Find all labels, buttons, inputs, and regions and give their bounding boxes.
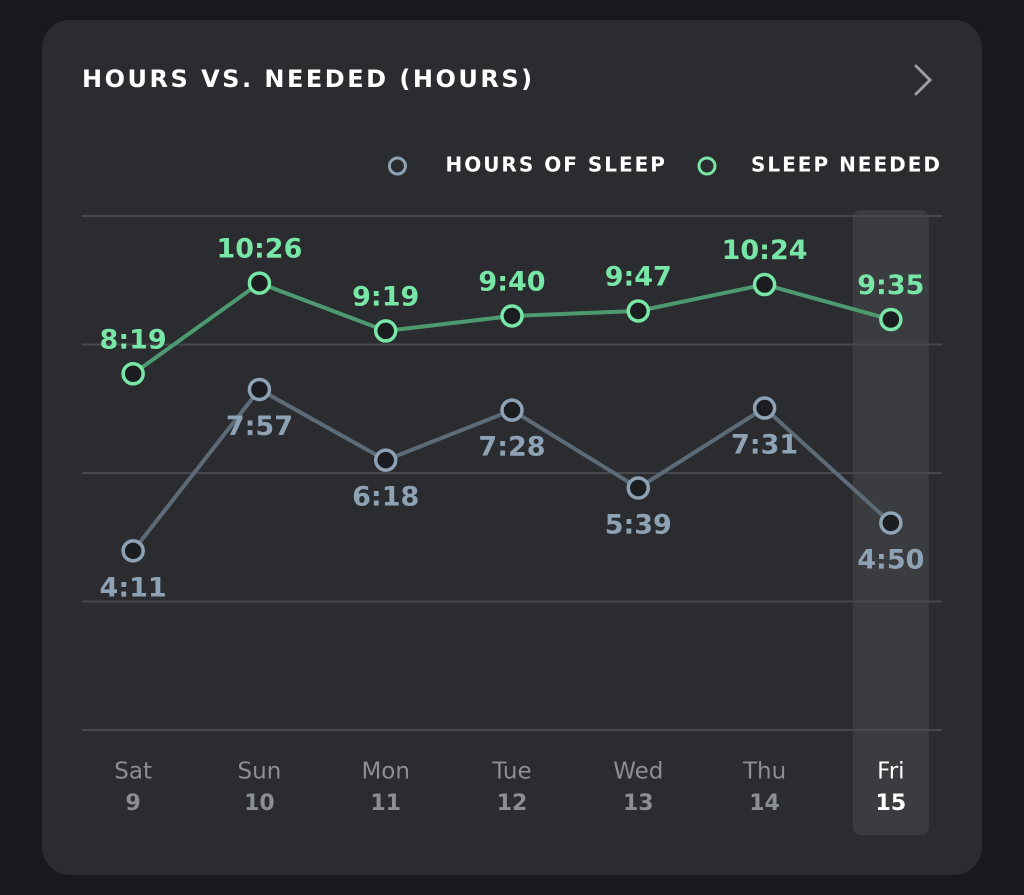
- data-point: [373, 319, 398, 343]
- legend-marker: [697, 156, 717, 176]
- data-label: 9:47: [605, 261, 672, 292]
- x-tick-label: Wed: [613, 759, 663, 785]
- data-label: 10:24: [722, 235, 808, 266]
- data-label: 4:50: [857, 544, 924, 575]
- data-label: 8:19: [100, 324, 167, 355]
- data-point: [879, 511, 903, 535]
- data-label: 7:28: [478, 432, 545, 463]
- data-point: [500, 398, 524, 422]
- card: [42, 20, 982, 875]
- legend-marker: [387, 156, 407, 176]
- data-label: 9:35: [857, 270, 924, 301]
- x-tick-date: 15: [876, 791, 907, 816]
- x-tick-date: 11: [370, 791, 401, 816]
- x-tick-date: 12: [497, 791, 528, 816]
- data-point: [752, 396, 777, 420]
- data-point: [626, 299, 651, 323]
- x-tick-date: 14: [749, 791, 780, 816]
- chart-title: HOURS VS. NEEDED (HOURS): [82, 65, 535, 93]
- legend-label: HOURS OF SLEEP: [445, 153, 667, 177]
- data-label: 6:18: [352, 482, 419, 513]
- data-label: 10:26: [216, 234, 302, 265]
- data-point: [121, 362, 145, 386]
- data-label: 7:31: [731, 430, 798, 461]
- chevron[interactable]: [914, 64, 933, 96]
- x-tick-label: Sun: [238, 759, 282, 785]
- data-label: 5:39: [605, 509, 672, 540]
- x-tick-label: Sat: [114, 759, 152, 785]
- data-point: [121, 539, 145, 563]
- x-tick-label: Fri: [877, 759, 904, 785]
- data-point: [373, 448, 398, 472]
- data-point: [500, 304, 524, 328]
- data-point: [879, 307, 903, 332]
- data-point: [247, 271, 272, 295]
- data-label: 4:11: [100, 572, 167, 603]
- data-point: [247, 377, 272, 402]
- x-tick-date: 13: [623, 791, 654, 816]
- data-label: 9:40: [478, 266, 545, 297]
- data-label: 7:57: [226, 411, 293, 442]
- legend-label: SLEEP NEEDED: [751, 153, 942, 177]
- x-tick-date: 9: [125, 791, 140, 816]
- data-label: 9:19: [352, 281, 419, 312]
- data-point: [752, 272, 777, 297]
- x-tick-date: 10: [244, 791, 275, 816]
- x-tick-label: Thu: [742, 759, 786, 785]
- x-tick-label: Mon: [361, 759, 410, 785]
- x-tick-label: Tue: [491, 759, 531, 785]
- data-point: [626, 476, 651, 500]
